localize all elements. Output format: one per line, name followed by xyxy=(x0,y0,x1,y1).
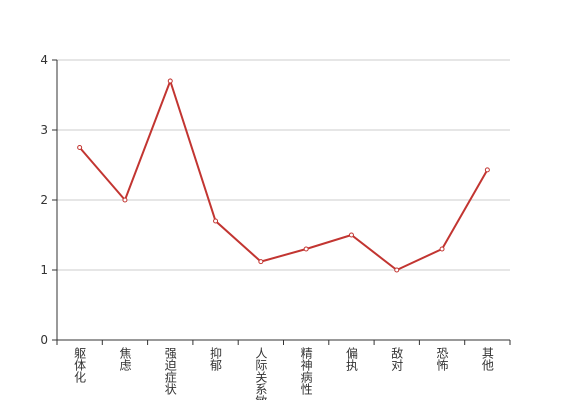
y-tick-label: 3 xyxy=(40,123,48,137)
point xyxy=(303,246,309,252)
x-tick-label: 躯体化 xyxy=(73,346,87,384)
x-tick-label: 恐怖 xyxy=(435,347,449,371)
x-tick-label: 人际关系敏感 xyxy=(254,347,268,400)
point xyxy=(167,78,173,84)
point xyxy=(258,259,264,265)
point xyxy=(77,145,83,150)
point xyxy=(439,246,445,252)
x-tick-label: 抑郁 xyxy=(209,346,223,372)
point xyxy=(394,267,400,273)
y-tick-label: 1 xyxy=(40,263,48,277)
point xyxy=(213,218,219,224)
line xyxy=(78,77,489,272)
y-tick-label: 4 xyxy=(40,53,48,67)
point xyxy=(484,167,490,173)
x-tick-label: 精神病性 xyxy=(299,347,313,396)
x-tick-label: 其他 xyxy=(480,347,494,371)
point xyxy=(122,197,128,203)
x-tick-label: 强迫症状 xyxy=(163,347,177,395)
x-tick-label: 偏执 xyxy=(344,346,358,372)
x-tick-label: 焦虑 xyxy=(118,347,132,371)
y-tick-label: 0 xyxy=(40,333,48,347)
point xyxy=(348,232,354,238)
y-tick-label: 2 xyxy=(40,193,48,207)
x-tick-label: 敌对 xyxy=(390,346,404,371)
